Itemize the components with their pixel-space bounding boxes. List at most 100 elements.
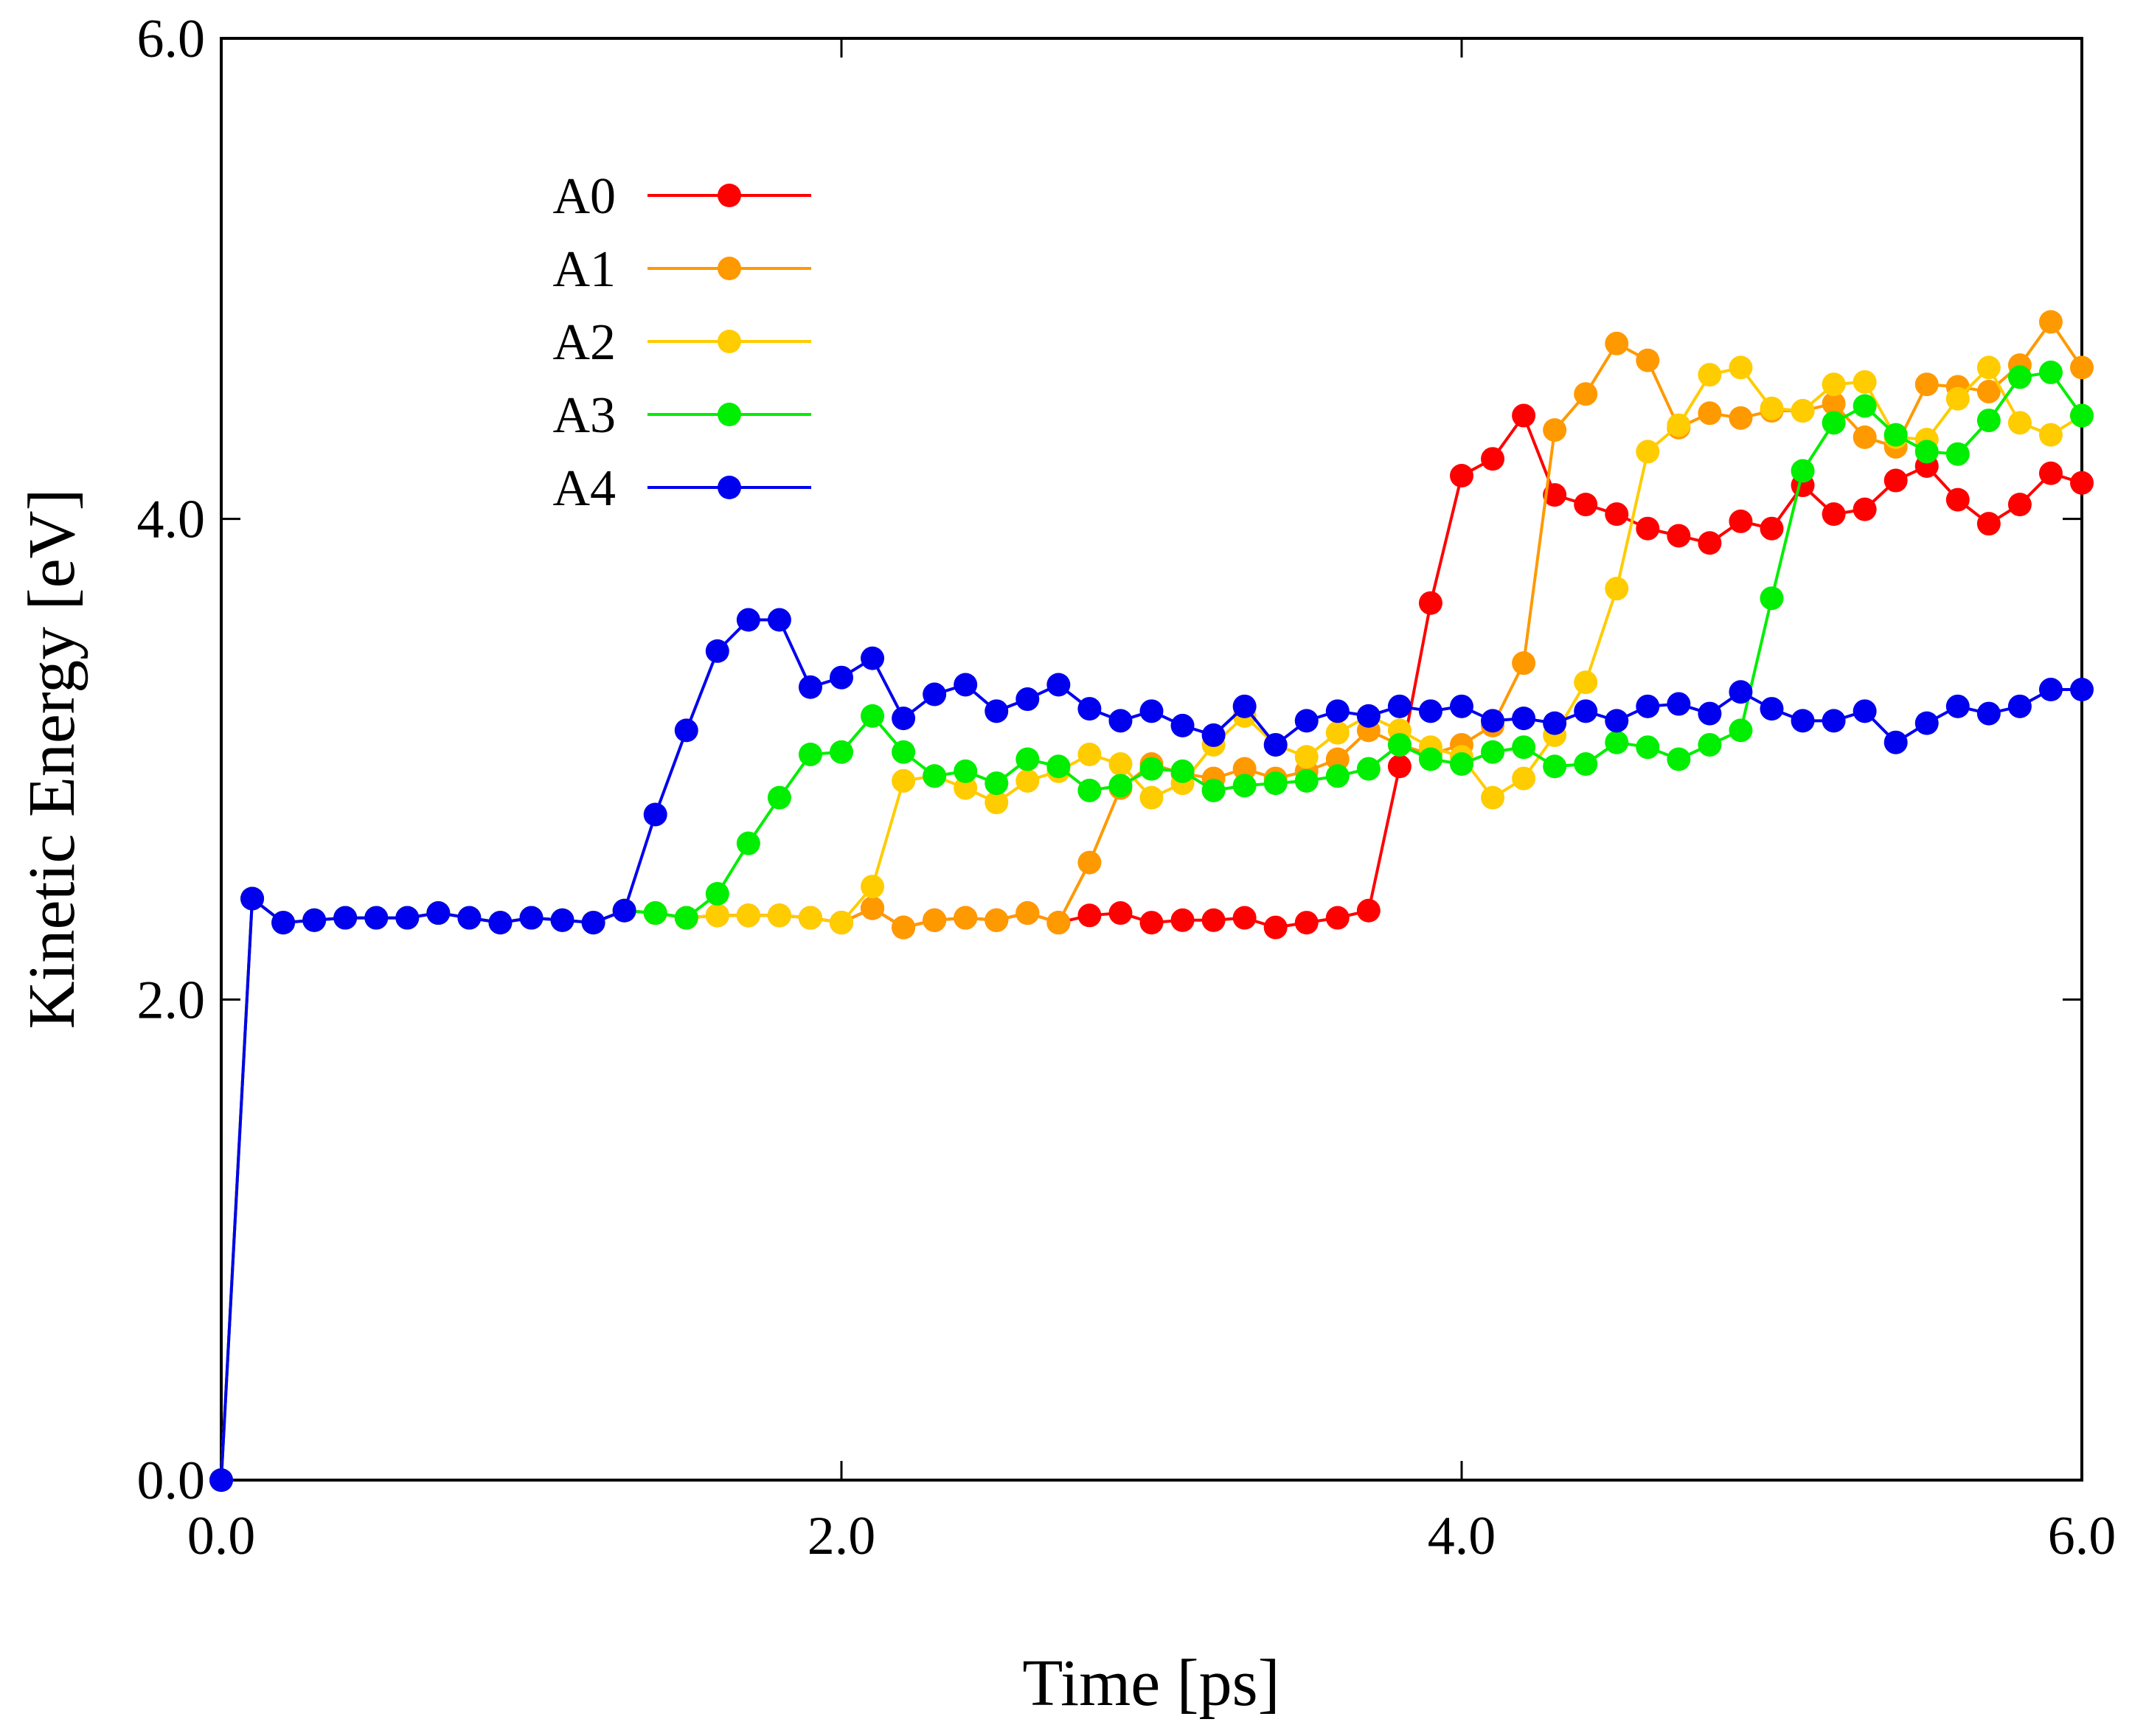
data-point-A3: [1945, 442, 1970, 466]
data-point-A3: [830, 740, 853, 764]
x-tick-label: 2.0: [808, 1506, 876, 1566]
data-point-A3: [736, 831, 760, 855]
data-point-A4: [892, 706, 916, 731]
data-point-A3: [1791, 459, 1815, 483]
data-point-A4: [1356, 704, 1381, 728]
series-layer: [209, 310, 2094, 1492]
data-point-A2: [1512, 766, 1536, 791]
data-point-A4: [271, 911, 296, 935]
data-point-A3: [1605, 730, 1629, 754]
data-point-A4: [1636, 694, 1660, 718]
data-point-A4: [1325, 699, 1350, 723]
data-point-A2: [2007, 411, 2032, 435]
data-point-A3: [1729, 718, 1753, 743]
data-point-A2: [1976, 355, 2001, 380]
data-point-A3: [705, 881, 729, 906]
legend-marker: [718, 257, 741, 280]
data-point-A3: [1387, 732, 1412, 757]
y-tick-label: 6.0: [137, 9, 206, 69]
data-point-A4: [1760, 697, 1784, 721]
data-point-A3: [1976, 409, 2001, 433]
data-point-A0: [1883, 468, 1908, 493]
data-point-A4: [333, 906, 358, 930]
legend-label: A2: [552, 314, 616, 371]
data-point-A1: [1512, 651, 1536, 676]
data-point-A4: [488, 911, 513, 935]
data-point-A3: [2038, 360, 2063, 384]
data-point-A2: [861, 875, 885, 899]
data-point-A4: [2038, 678, 2063, 702]
series-line-A4: [220, 618, 2082, 1481]
data-point-A3: [954, 759, 978, 783]
data-point-A1: [1976, 379, 2001, 403]
legend-item-A0: A0: [552, 168, 811, 225]
series-A0: [209, 403, 2094, 1492]
data-point-A0: [1481, 447, 1505, 471]
y-tick-label: 4.0: [137, 490, 206, 550]
plot-frame: [220, 37, 2083, 1482]
data-point-A4: [519, 906, 544, 930]
data-point-A4: [1201, 723, 1226, 747]
data-point-A2: [954, 776, 978, 800]
y-tick-label: 2.0: [137, 970, 206, 1030]
data-point-A1: [1543, 418, 1567, 442]
data-point-A4: [830, 665, 853, 690]
data-point-A4: [1976, 701, 2001, 726]
data-point-A0: [1822, 502, 1846, 527]
data-point-A4: [1791, 709, 1815, 733]
data-point-A2: [1077, 742, 1102, 766]
data-point-A3: [1914, 440, 1939, 464]
data-point-A4: [1263, 732, 1288, 757]
data-point-A0: [1232, 906, 1257, 930]
data-point-A4: [2007, 694, 2032, 718]
tick-labels: 0.0 2.0 4.0 6.0 0.0 2.0 4.0 6.0: [137, 9, 2117, 1566]
data-point-A4: [736, 608, 760, 632]
data-point-A0: [1512, 403, 1536, 428]
data-point-A0: [2007, 493, 2032, 517]
data-point-A4: [1481, 709, 1505, 733]
data-point-A4: [674, 718, 698, 743]
data-point-A1: [1325, 747, 1350, 771]
data-point-A4: [1294, 709, 1319, 733]
data-point-A2: [2038, 423, 2063, 447]
data-point-A4: [1822, 709, 1846, 733]
data-point-A2: [705, 903, 729, 928]
data-point-A2: [1822, 372, 1846, 397]
data-point-A4: [1667, 692, 1691, 716]
legend-item-A4: A4: [552, 460, 811, 517]
data-point-A3: [1760, 586, 1784, 611]
data-point-A2: [985, 791, 1009, 815]
data-point-A1: [923, 908, 947, 932]
data-point-A4: [1512, 706, 1536, 731]
data-point-A1: [985, 908, 1009, 932]
data-point-A1: [1232, 757, 1257, 781]
data-point-A4: [1698, 701, 1722, 726]
x-axis-title: Time [ps]: [1022, 1647, 1279, 1720]
data-point-A3: [985, 771, 1009, 796]
data-point-A4: [1108, 709, 1133, 733]
data-point-A3: [1046, 754, 1071, 779]
data-point-A2: [1294, 745, 1319, 769]
data-point-A0: [1574, 493, 1598, 517]
data-point-A1: [1822, 392, 1846, 416]
data-point-A0: [2038, 461, 2063, 485]
data-point-A3: [1263, 771, 1288, 796]
data-point-A4: [1945, 694, 1970, 718]
data-point-A4: [364, 906, 389, 930]
data-point-A3: [1667, 747, 1691, 771]
data-point-A1: [1574, 382, 1598, 406]
data-point-A4: [985, 699, 1009, 723]
data-point-A1: [1077, 850, 1102, 875]
data-point-A4: [1883, 730, 1908, 754]
data-point-A2: [1139, 785, 1164, 810]
data-point-A0: [2070, 471, 2094, 495]
data-point-A3: [861, 704, 885, 728]
axis-ticks: [220, 37, 2083, 1482]
data-point-A0: [1263, 915, 1288, 940]
data-point-A3: [1636, 735, 1660, 760]
data-point-A1: [892, 915, 916, 940]
data-point-A2: [736, 903, 760, 928]
data-point-A3: [1108, 774, 1133, 798]
data-point-A3: [1698, 732, 1722, 757]
legend-label: A3: [552, 387, 616, 444]
